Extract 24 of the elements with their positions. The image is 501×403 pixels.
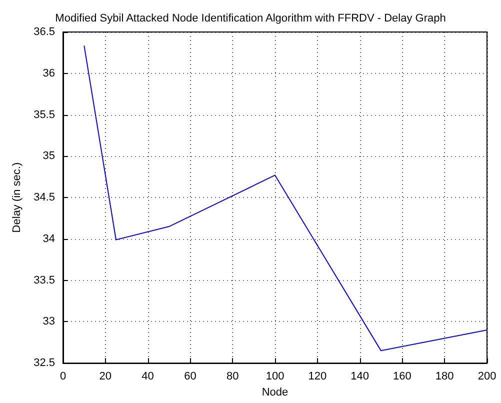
y-tick-label: 34 xyxy=(42,232,55,245)
x-tick-label: 100 xyxy=(266,370,284,383)
chart-title: Modified Sybil Attacked Node Identification Algorithm with FFRDV - Delay Graph xyxy=(55,12,446,24)
x-tick-label: 0 xyxy=(60,370,66,383)
x-tick-label: 80 xyxy=(226,370,239,383)
y-tick-label: 33.5 xyxy=(34,274,55,286)
x-tick-label: 140 xyxy=(350,370,369,383)
x-axis-title: Node xyxy=(262,386,288,398)
x-tick-label: 160 xyxy=(393,370,412,383)
y-tick-label: 35.5 xyxy=(34,108,55,121)
y-tick-label: 35 xyxy=(42,150,55,162)
x-tick-label: 40 xyxy=(142,370,154,383)
x-tick-label: 200 xyxy=(478,370,496,383)
y-tick-label: 32.5 xyxy=(34,357,55,370)
y-tick-label: 34.5 xyxy=(34,192,55,204)
y-tick-label: 36 xyxy=(42,67,55,80)
y-tick-label: 36.5 xyxy=(34,26,55,38)
y-tick-label: 33 xyxy=(42,316,55,328)
x-tick-label: 120 xyxy=(308,370,327,383)
x-tick-label: 60 xyxy=(184,370,196,383)
x-tick-label: 20 xyxy=(99,370,112,383)
line-series xyxy=(84,46,488,352)
y-axis-title: Delay (in sec.) xyxy=(11,162,24,233)
x-tick-label: 180 xyxy=(435,370,454,383)
